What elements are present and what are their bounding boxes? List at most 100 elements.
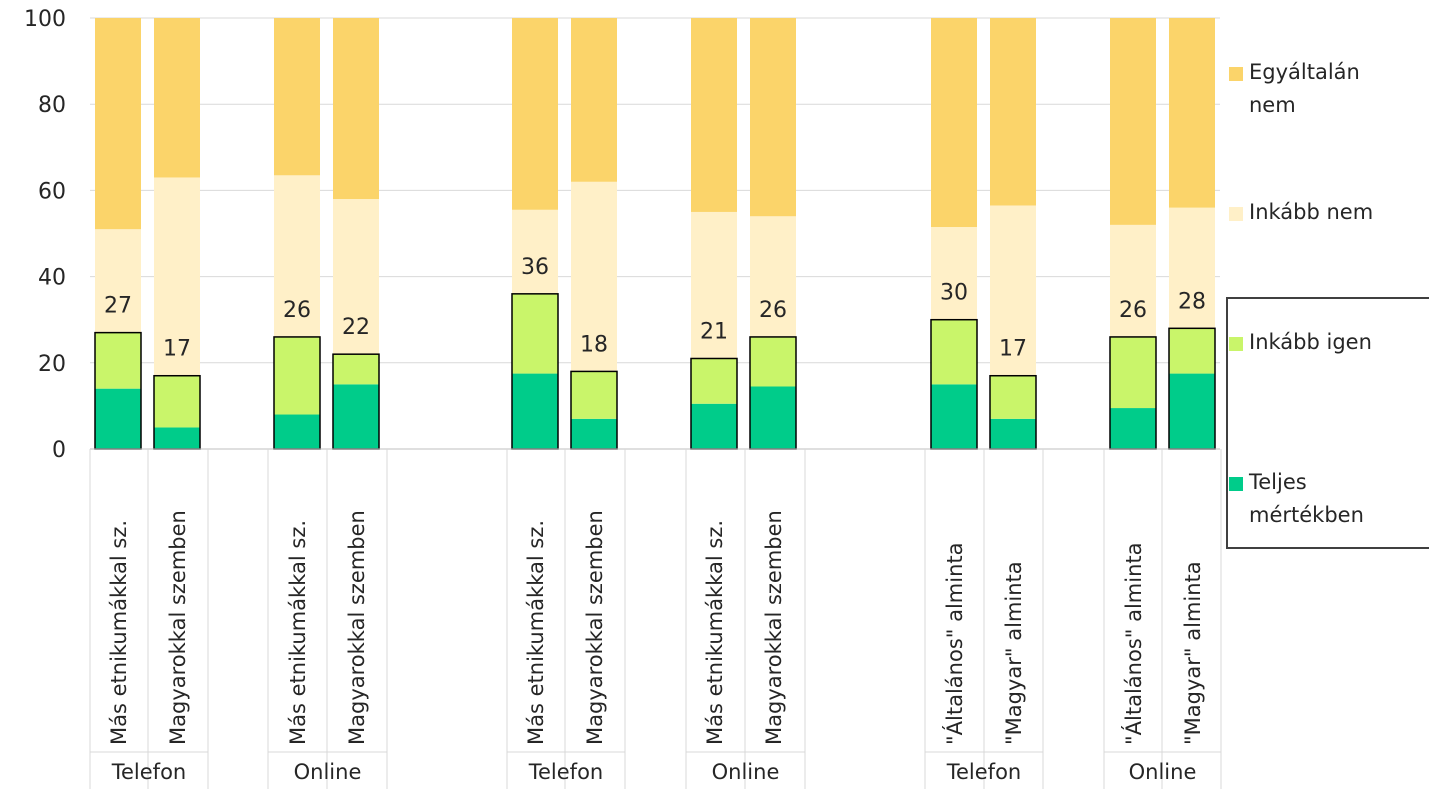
- bar-segment: [1169, 328, 1215, 374]
- category-label: Más etnikumákkal sz.: [703, 520, 727, 745]
- bar-segment: [571, 371, 617, 419]
- category-label: Magyarokkal szemben: [345, 510, 369, 745]
- legend-swatch-egyaltalan-nem: [1229, 67, 1243, 81]
- category-label: Magyarokkal szemben: [166, 510, 190, 745]
- bar-segment: [931, 18, 977, 228]
- bar-segment: [154, 177, 200, 376]
- data-label: 27: [104, 294, 132, 319]
- legend-label-egyaltalan-nem-line1: Egyáltalán: [1249, 60, 1360, 84]
- category-label: Magyarokkal szemben: [583, 510, 607, 745]
- bar-segment: [571, 181, 617, 372]
- data-label: 36: [521, 255, 549, 280]
- bar-segment: [1110, 408, 1156, 449]
- legend-label-inkabb-igen: Inkább igen: [1249, 330, 1372, 354]
- bar-segment: [750, 18, 796, 217]
- bar-segment: [95, 229, 141, 333]
- bar-segment: [750, 336, 796, 387]
- bar-segment: [333, 354, 379, 385]
- y-tick-label: 0: [52, 438, 66, 463]
- group-label: Online: [294, 760, 362, 784]
- bar-segment: [990, 18, 1036, 206]
- legend-item-teljes-mertekben: Teljes mértékben: [1229, 466, 1419, 532]
- bar-segment: [750, 386, 796, 449]
- bar-segment: [990, 418, 1036, 449]
- y-tick-label: 100: [24, 7, 66, 32]
- legend-item-egyaltalan-nem: Egyáltalán nem: [1229, 56, 1419, 122]
- category-label: Magyarokkal szemben: [762, 510, 786, 745]
- legend-label-inkabb-nem: Inkább nem: [1249, 200, 1374, 224]
- bar-segment: [1169, 373, 1215, 449]
- bar-segment: [1110, 336, 1156, 409]
- group-label: Online: [1129, 760, 1197, 784]
- bar-segment: [274, 175, 320, 337]
- bar-segment: [571, 18, 617, 182]
- group-label: Telefon: [528, 760, 603, 784]
- bar-segment: [990, 375, 1036, 419]
- bar-segment: [571, 418, 617, 449]
- bar-segment: [95, 18, 141, 230]
- category-label: Más etnikumákkal sz.: [107, 520, 131, 745]
- legend-label-egyaltalan-nem-line2: nem: [1249, 93, 1296, 117]
- y-tick-label: 20: [38, 352, 66, 377]
- category-label: Más etnikumákkal sz.: [524, 520, 548, 745]
- legend-swatch-inkabb-igen: [1229, 337, 1243, 351]
- bar-segment: [691, 211, 737, 359]
- data-label: 28: [1178, 289, 1206, 314]
- data-label: 30: [940, 281, 968, 306]
- y-tick-label: 60: [38, 179, 66, 204]
- data-label: 26: [1119, 298, 1147, 323]
- legend-label-teljes-mertekben-line1: Teljes: [1249, 470, 1307, 494]
- data-label: 21: [700, 319, 728, 344]
- data-label: 26: [759, 298, 787, 323]
- bar-segment: [333, 384, 379, 449]
- bar-segment: [274, 336, 320, 415]
- bar-segment: [931, 319, 977, 385]
- bar-segment: [274, 414, 320, 449]
- bar-segment: [691, 358, 737, 404]
- legend-swatch-teljes-mertekben: [1229, 477, 1243, 491]
- y-tick-label: 80: [38, 93, 66, 118]
- bar-segment: [512, 293, 558, 374]
- bar-segment: [512, 373, 558, 449]
- bar-segment: [333, 199, 379, 355]
- data-label: 22: [342, 315, 370, 340]
- category-label: "Magyar" alminta: [1181, 561, 1205, 745]
- group-label: Online: [712, 760, 780, 784]
- legend-highlight-box: [1226, 297, 1429, 549]
- data-label: 18: [580, 332, 608, 357]
- bar-segment: [1110, 18, 1156, 225]
- legend: Egyáltalán nem Inkább nem Inkább igen Te…: [1229, 56, 1429, 556]
- data-label: 17: [163, 337, 191, 362]
- legend-item-inkabb-nem: Inkább nem: [1229, 196, 1419, 229]
- bar-segment: [512, 18, 558, 210]
- bar-segment: [931, 227, 977, 320]
- bar-segment: [154, 18, 200, 178]
- bar-segment: [691, 403, 737, 449]
- category-label: "Általános" alminta: [1121, 542, 1146, 745]
- bar-segment: [1169, 18, 1215, 208]
- group-label: Telefon: [946, 760, 1021, 784]
- data-label: 26: [283, 298, 311, 323]
- legend-swatch-inkabb-nem: [1229, 207, 1243, 221]
- legend-label-teljes-mertekben-line2: mértékben: [1249, 503, 1364, 527]
- bar-segment: [1169, 207, 1215, 329]
- data-label: 17: [999, 337, 1027, 362]
- bar-segment: [333, 18, 379, 200]
- bar-segment: [95, 388, 141, 449]
- bar-segment: [154, 427, 200, 449]
- bar-segment: [154, 375, 200, 428]
- legend-item-inkabb-igen: Inkább igen: [1229, 326, 1419, 359]
- bar-segment: [512, 209, 558, 294]
- bar-segment: [990, 205, 1036, 376]
- bar-segment: [750, 216, 796, 337]
- bar-segment: [1110, 224, 1156, 337]
- category-label: "Általános" alminta: [942, 542, 967, 745]
- bar-segment: [691, 18, 737, 212]
- bar-segment: [95, 332, 141, 389]
- category-label: "Magyar" alminta: [1002, 561, 1026, 745]
- category-label: Más etnikumákkal sz.: [286, 520, 310, 745]
- group-label: Telefon: [111, 760, 186, 784]
- bar-segment: [931, 384, 977, 449]
- bar-segment: [274, 18, 320, 176]
- y-tick-label: 40: [38, 266, 66, 291]
